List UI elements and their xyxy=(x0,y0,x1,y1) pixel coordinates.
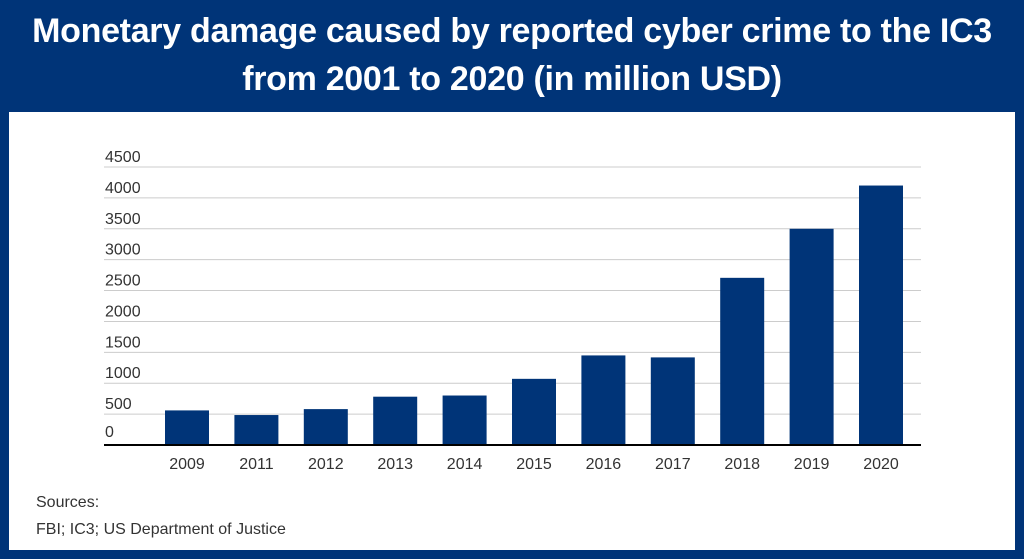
sources-note: Sources: FBI; IC3; US Department of Just… xyxy=(36,489,286,543)
y-tick-label: 2000 xyxy=(105,303,141,320)
x-tick-label: 2020 xyxy=(863,456,899,473)
bar xyxy=(650,357,695,445)
bar xyxy=(512,378,556,445)
chart-title-line-2: from 2001 to 2020 (in million USD) xyxy=(242,60,782,98)
x-tick-label: 2009 xyxy=(169,456,205,473)
x-tick-label: 2016 xyxy=(586,456,622,473)
y-tick-label: 3000 xyxy=(105,242,141,259)
bar xyxy=(373,396,418,445)
bar xyxy=(789,228,834,445)
y-tick-label: 4500 xyxy=(105,149,141,166)
chart-header: Monetary damage caused by reported cyber… xyxy=(0,0,1024,110)
chart-title-line-1: Monetary damage caused by reported cyber… xyxy=(32,12,992,50)
y-tick-label: 4000 xyxy=(105,180,141,197)
y-tick-label: 3500 xyxy=(105,211,141,228)
sources-text: FBI; IC3; US Department of Justice xyxy=(36,521,286,538)
x-tick-label: 2011 xyxy=(239,456,274,473)
bar xyxy=(442,395,487,445)
x-tick-label: 2014 xyxy=(447,456,483,473)
bar xyxy=(859,185,903,445)
y-tick-label: 1500 xyxy=(105,334,141,351)
bar xyxy=(234,415,279,445)
bar xyxy=(303,409,348,445)
sources-label: Sources: xyxy=(36,494,100,511)
y-tick-label: 500 xyxy=(105,396,132,413)
x-tick-label: 2013 xyxy=(377,456,413,473)
x-tick-label: 2012 xyxy=(308,456,344,473)
y-tick-label: 1000 xyxy=(105,365,141,382)
bar xyxy=(165,410,209,445)
x-tick-label: 2018 xyxy=(724,456,760,473)
bar-chart: 0 500 1000 1500 2000 2500 3000 3500 4000 4500 2009… xyxy=(104,149,921,473)
bar xyxy=(720,277,765,445)
x-tick-label: 2019 xyxy=(794,456,830,473)
bar xyxy=(581,355,626,445)
x-tick-label: 2015 xyxy=(516,456,552,473)
x-tick-label: 2017 xyxy=(655,456,691,473)
y-tick-label: 2500 xyxy=(105,273,141,290)
chart-panel: 0 500 1000 1500 2000 2500 3000 3500 4000 4500 2009… xyxy=(9,112,1015,550)
y-tick-label: 0 xyxy=(105,424,114,441)
